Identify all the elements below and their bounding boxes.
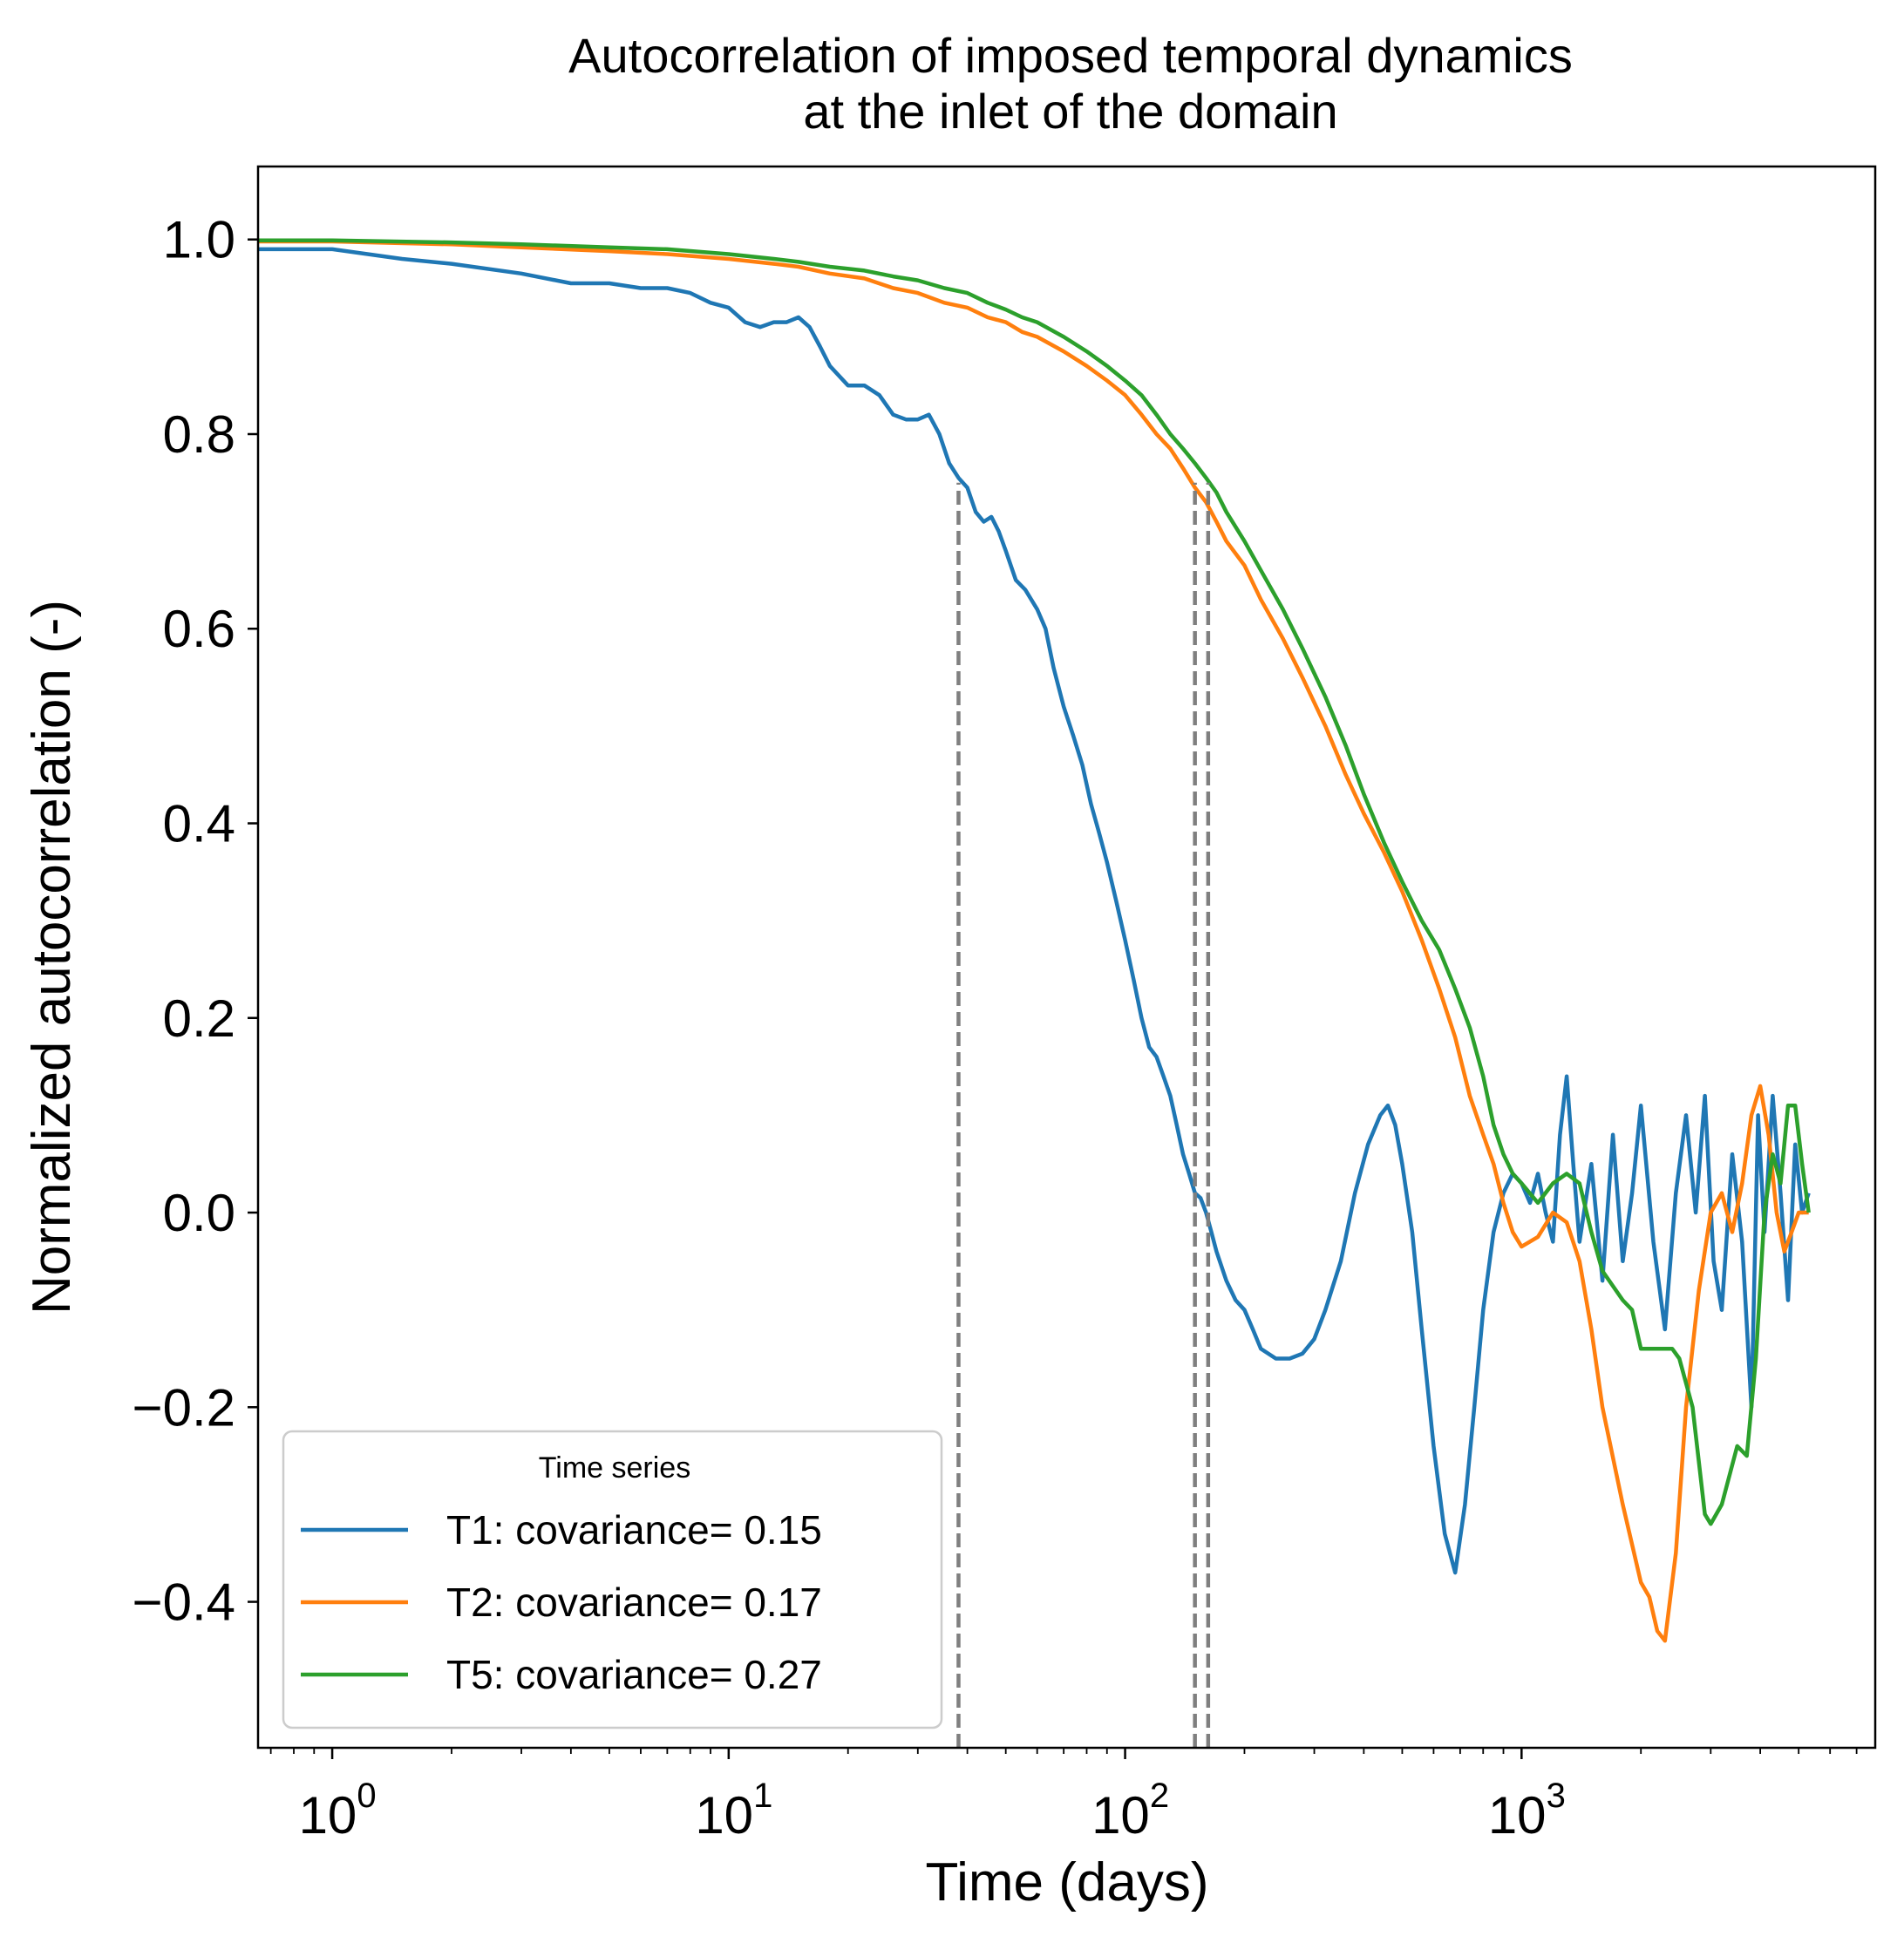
x-tick-exponent: 3 <box>1547 1777 1566 1815</box>
plot-frame <box>256 165 1877 1750</box>
x-tick-exponent: 1 <box>753 1777 772 1815</box>
y-tick-label: 0.4 <box>163 795 235 853</box>
reference-lines <box>956 482 1211 1748</box>
legend: Time series T1: covariance= 0.15 T2: covar… <box>282 1430 943 1729</box>
legend-title: Time series <box>539 1451 690 1485</box>
y-tick-label: 0.2 <box>163 989 235 1048</box>
y-tick-label: 0.8 <box>163 405 235 464</box>
x-tick-exponent: 2 <box>1150 1777 1169 1815</box>
series-line-2 <box>258 239 1809 1643</box>
legend-label-3: T5: covariance= 0.27 <box>446 1652 822 1697</box>
y-axis-label: Normalized autocorrelation (-) <box>22 600 82 1315</box>
y-tick-label: 0.0 <box>163 1184 235 1242</box>
legend-label-2: T2: covariance= 0.17 <box>446 1580 822 1625</box>
x-tick-base: 10 <box>695 1786 753 1845</box>
x-tick-label: 102 <box>1091 1777 1169 1845</box>
title-line-1: Autocorrelation of imposed temporal dyna… <box>568 28 1573 83</box>
series-line-1 <box>258 247 1811 1575</box>
series-line-3 <box>258 238 1811 1526</box>
y-tick-label: 1.0 <box>163 211 235 269</box>
x-tick-label: 101 <box>695 1777 772 1845</box>
series-lines <box>258 238 1811 1643</box>
x-tick-base: 10 <box>1091 1786 1150 1845</box>
y-tick-label: 0.6 <box>163 600 235 658</box>
title-line-2: at the inlet of the domain <box>803 84 1337 139</box>
chart-title: Autocorrelation of imposed temporal dyna… <box>568 28 1573 139</box>
x-tick-label: 103 <box>1488 1777 1566 1845</box>
legend-label-1: T1: covariance= 0.15 <box>446 1507 822 1553</box>
y-tick-label: −0.4 <box>133 1573 235 1632</box>
x-tick-exponent: 0 <box>357 1777 376 1815</box>
x-tick-base: 10 <box>1488 1786 1547 1845</box>
y-tick-label: −0.2 <box>133 1378 235 1437</box>
x-axis-label: Time (days) <box>926 1852 1209 1913</box>
x-tick-label: 100 <box>299 1777 377 1845</box>
x-tick-base: 10 <box>299 1786 357 1845</box>
legend-box <box>282 1430 943 1729</box>
